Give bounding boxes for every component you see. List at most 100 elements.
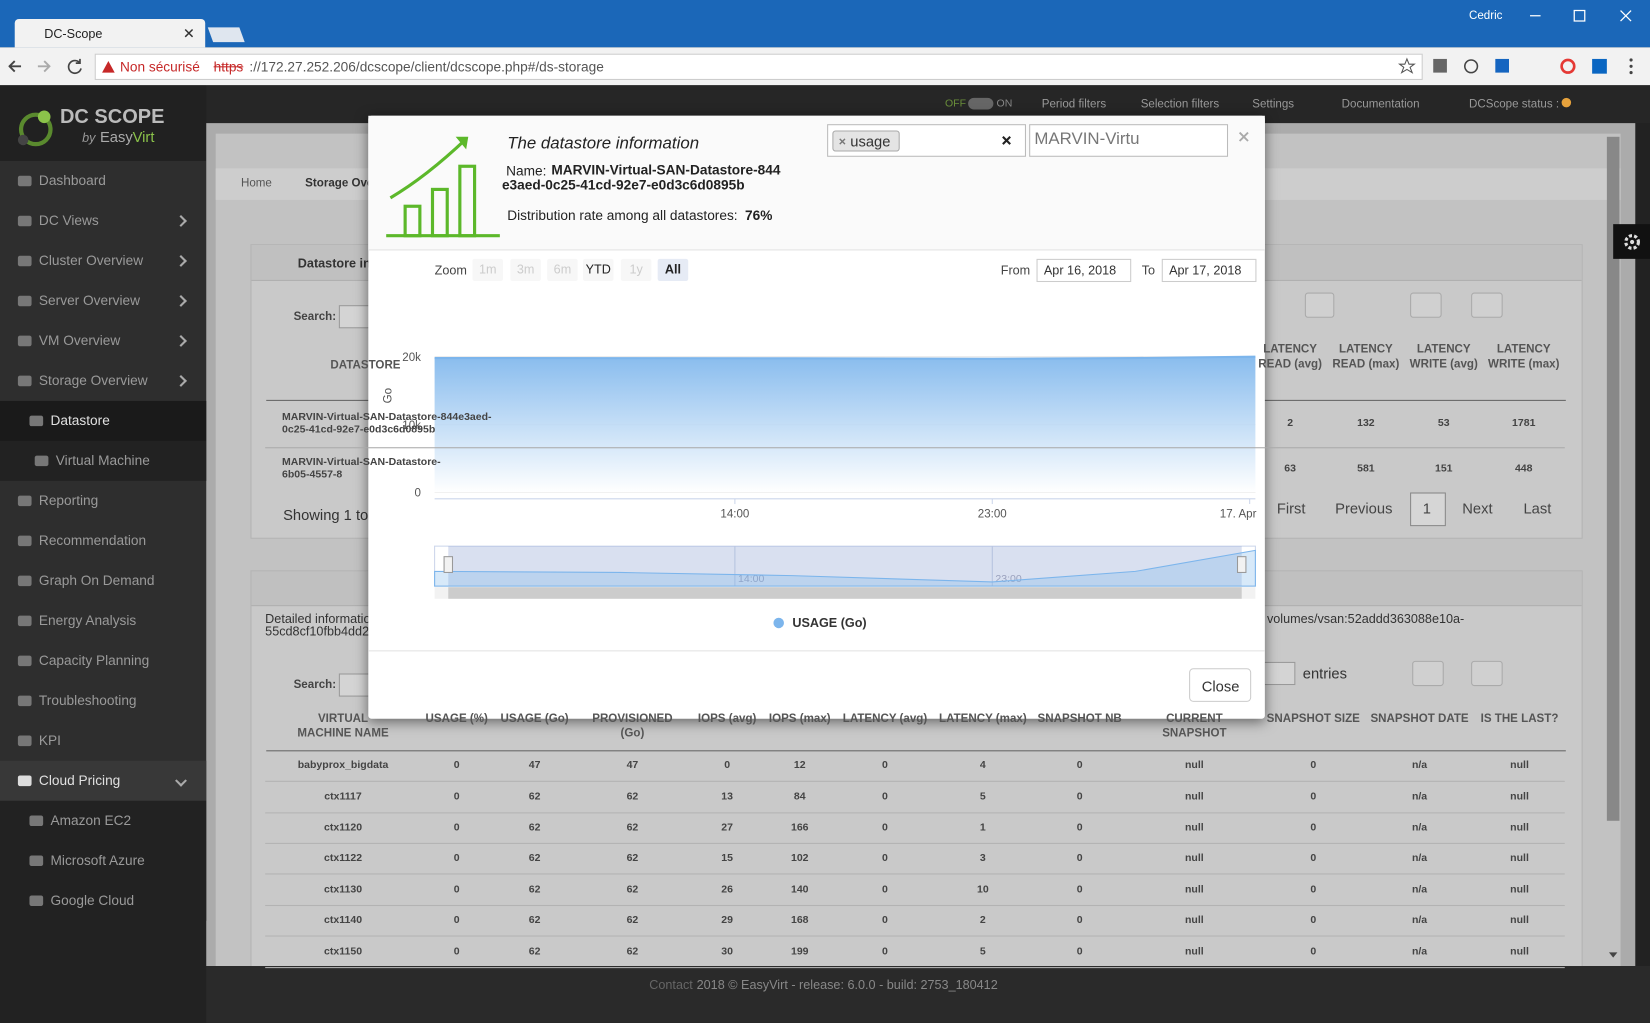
cell: 1 xyxy=(979,821,986,834)
menu-icon xyxy=(17,695,32,707)
zoom-button[interactable]: All xyxy=(657,258,689,281)
pagination[interactable]: First xyxy=(1276,499,1306,517)
scrollbar[interactable] xyxy=(1606,136,1620,821)
cell: 0 xyxy=(1076,791,1083,803)
pagination[interactable]: Last xyxy=(1523,499,1552,517)
settings-button[interactable] xyxy=(1304,292,1335,318)
menu-item[interactable]: Graph On Demand xyxy=(38,572,155,589)
menu-item[interactable]: Amazon EC2 xyxy=(50,812,132,829)
column-header: VIRTUAL MACHINE NAME xyxy=(297,712,389,740)
menu-icon xyxy=(17,255,32,267)
cell: 62 xyxy=(626,852,639,864)
cell: null xyxy=(1185,791,1204,803)
close-button[interactable]: Close xyxy=(1189,668,1252,702)
page-current[interactable] xyxy=(1410,492,1446,527)
menu-item[interactable]: Storage Overview xyxy=(38,372,148,389)
tag-remove[interactable] xyxy=(839,138,846,145)
top-nav-item[interactable]: Selection filters xyxy=(1140,97,1220,111)
menu-item[interactable]: Cluster Overview xyxy=(38,252,144,269)
cell: 0 xyxy=(1076,946,1083,958)
cell: 62 xyxy=(528,791,541,803)
toggle[interactable] xyxy=(968,97,994,110)
security-warning: Non sécurisé xyxy=(119,58,200,75)
modal: The datastore information Name: MARVIN-V… xyxy=(368,115,1265,719)
download-button[interactable] xyxy=(1471,292,1503,318)
address-bar[interactable]: Non sécurisé https ://172.27.252.206/dcs… xyxy=(94,53,1423,80)
menu-item[interactable]: Energy Analysis xyxy=(38,612,137,629)
search-input[interactable]: MARVIN-Virtu xyxy=(1029,124,1229,157)
cell: 62 xyxy=(528,852,541,864)
zoom-button[interactable]: 6m xyxy=(547,258,578,281)
menu-item[interactable]: Dashboard xyxy=(38,172,106,189)
clear[interactable] xyxy=(1002,136,1011,145)
download-button[interactable] xyxy=(1471,660,1503,687)
zoom-button[interactable]: YTD xyxy=(582,258,614,281)
footer-contact[interactable]: Contact xyxy=(649,977,693,993)
window-controls[interactable] xyxy=(1526,6,1642,25)
cell: 140 xyxy=(790,883,809,896)
top-nav-item[interactable]: Period filters xyxy=(1041,97,1107,111)
toggle-off[interactable]: OFF xyxy=(944,97,967,110)
cell: 102 xyxy=(790,852,809,864)
pagination[interactable]: Next xyxy=(1462,499,1493,517)
scroll-down[interactable] xyxy=(1608,950,1619,958)
new-tab[interactable] xyxy=(207,27,245,43)
to-input[interactable]: Apr 17, 2018 xyxy=(1161,258,1257,283)
column-header: CURRENT SNAPSHOT xyxy=(1162,712,1227,740)
menu-item[interactable]: KPI xyxy=(38,732,62,749)
header-rule xyxy=(266,750,1566,752)
cell: 13 xyxy=(721,791,733,803)
menu-item[interactable]: DC Views xyxy=(38,212,99,229)
menu-item[interactable]: Cloud Pricing xyxy=(38,772,121,789)
menu-item[interactable]: Server Overview xyxy=(38,292,141,309)
top-nav-item[interactable]: Settings xyxy=(1252,97,1295,111)
url-scheme: https xyxy=(213,58,244,75)
cell: 0 xyxy=(453,791,460,803)
menu-item[interactable]: Recommendation xyxy=(38,532,147,549)
menu-item[interactable]: Reporting xyxy=(38,492,99,509)
from-input[interactable]: Apr 16, 2018 xyxy=(1036,258,1132,283)
entries-select[interactable] xyxy=(1263,661,1296,686)
menu-item[interactable]: Virtual Machine xyxy=(55,452,150,469)
cell: 168 xyxy=(790,914,809,927)
cell: n/a xyxy=(1411,852,1428,864)
tab-close[interactable] xyxy=(184,28,194,38)
chart-button[interactable] xyxy=(1410,292,1442,318)
nav-buttons[interactable] xyxy=(8,56,84,77)
cell: 0 xyxy=(1310,883,1317,896)
row-rule xyxy=(265,812,1565,814)
x-tick-label: 23:00 xyxy=(978,509,1007,521)
menu-item[interactable]: VM Overview xyxy=(38,332,121,349)
tag[interactable]: usage xyxy=(832,130,900,152)
settings-button[interactable] xyxy=(1412,660,1444,687)
top-nav-item[interactable]: DCScope status : xyxy=(1469,97,1560,111)
zoom-button[interactable]: 1y xyxy=(620,258,652,281)
logo-brand-accent: Virt xyxy=(132,128,155,146)
modal-close-x[interactable] xyxy=(1238,131,1250,143)
toggle-on[interactable]: ON xyxy=(996,97,1013,110)
breadcrumb-home[interactable]: Home xyxy=(240,176,272,190)
settings-tab[interactable] xyxy=(1613,224,1650,259)
tab[interactable]: DC-Scope xyxy=(14,18,206,48)
pagination[interactable]: 1 xyxy=(1422,499,1432,517)
pagination[interactable]: Previous xyxy=(1335,499,1393,517)
menu-item[interactable]: Datastore xyxy=(50,412,110,429)
menu-item[interactable]: Microsoft Azure xyxy=(50,852,145,869)
zoom-button[interactable]: 3m xyxy=(510,258,541,281)
cell: 0 xyxy=(882,821,888,834)
cell: 15 xyxy=(721,852,733,864)
scrollbar-thumb xyxy=(448,587,1242,599)
menu-item[interactable]: Google Cloud xyxy=(50,892,135,909)
extensions[interactable] xyxy=(1397,56,1645,77)
menu-item[interactable]: Troubleshooting xyxy=(38,692,137,709)
cell: 0 xyxy=(453,852,460,864)
tag-input[interactable]: usage xyxy=(827,124,1026,157)
zoom-button[interactable]: 1m xyxy=(472,258,503,281)
menu-item[interactable]: Capacity Planning xyxy=(38,652,150,669)
top-nav-item[interactable]: Documentation xyxy=(1341,97,1420,111)
cell: 53 xyxy=(1437,417,1450,430)
cell: 132 xyxy=(1357,417,1375,430)
cell: n/a xyxy=(1411,914,1428,927)
logo-brand: Easy xyxy=(99,128,133,146)
cell: 62 xyxy=(626,883,639,896)
